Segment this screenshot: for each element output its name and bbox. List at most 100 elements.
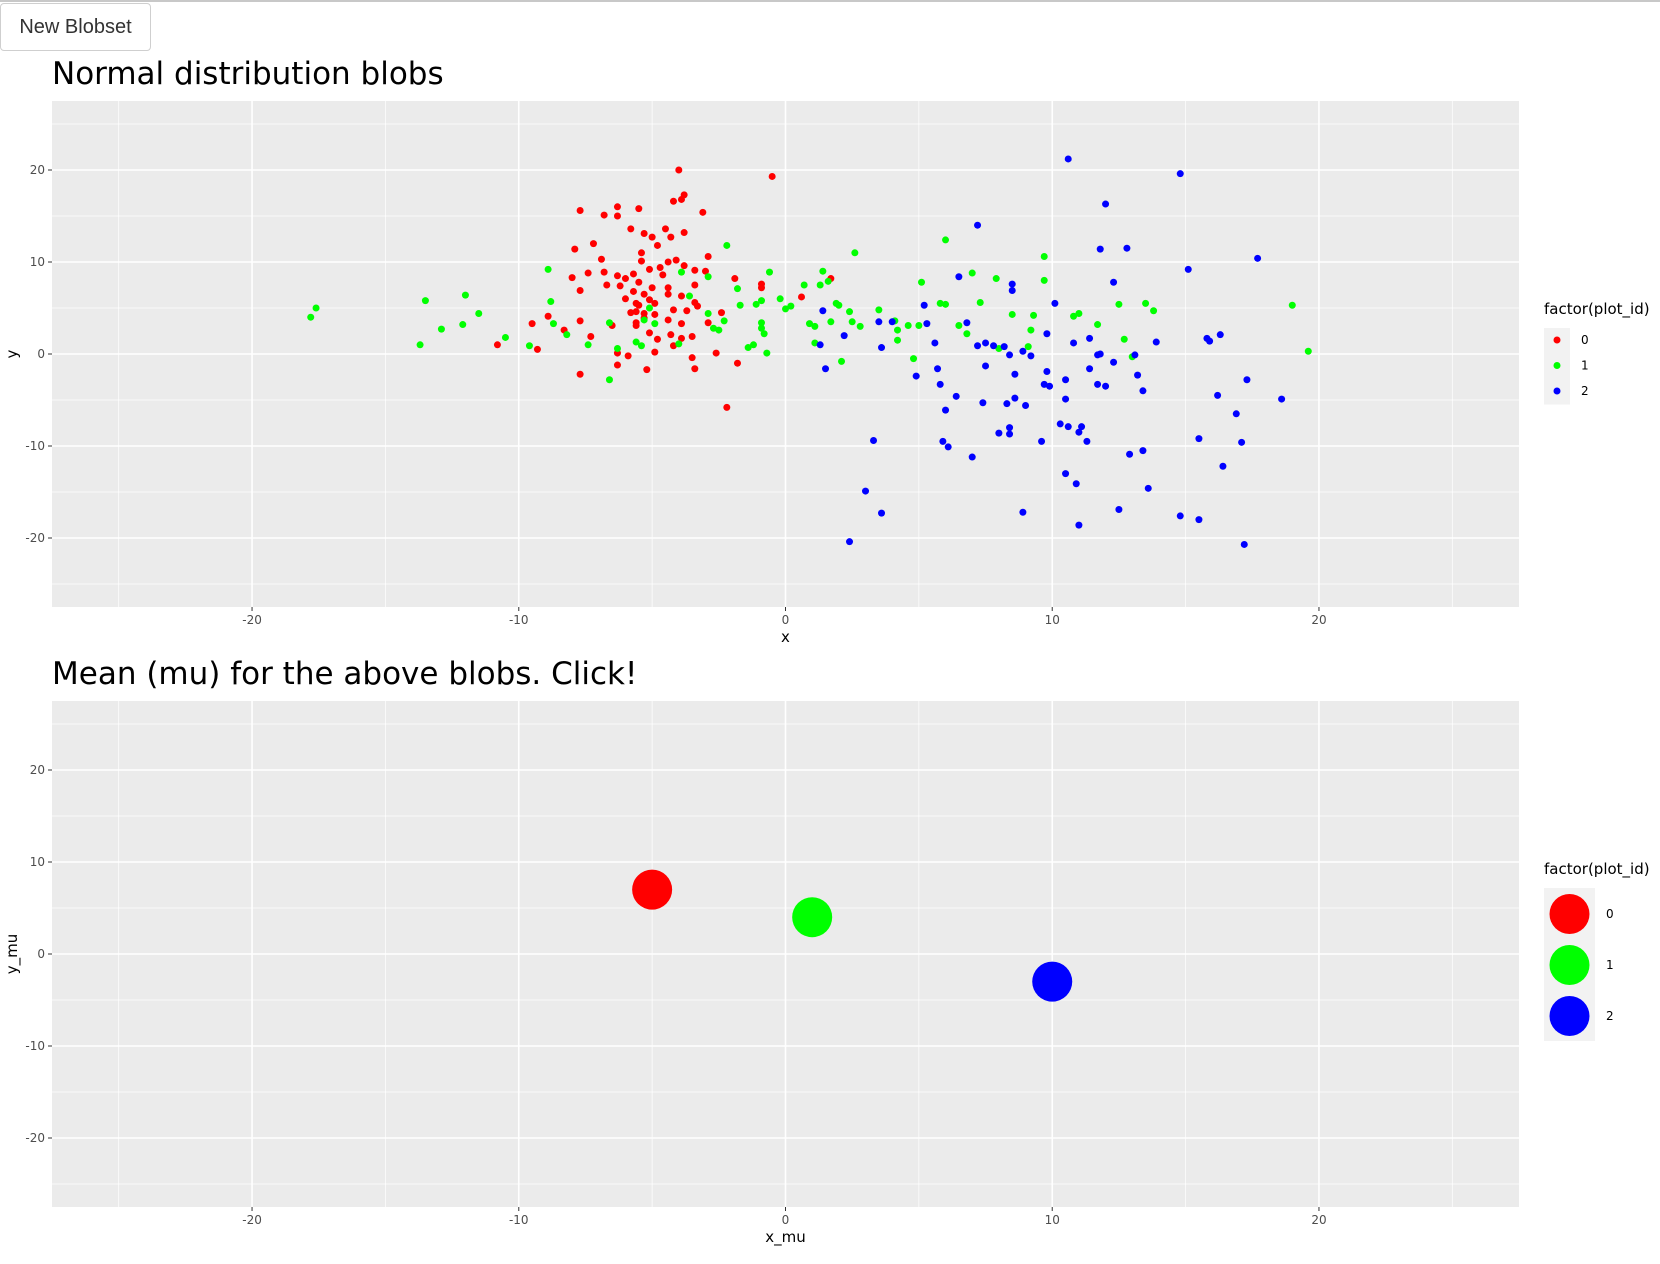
blob-point-series-1: [936, 299, 944, 307]
blob-point-series-0: [677, 195, 685, 203]
y-tick-label: 20: [30, 763, 45, 777]
blob-point-series-2: [1038, 437, 1046, 445]
blob-point-series-1: [675, 340, 683, 348]
blob-point-series-1: [723, 241, 731, 249]
blob-point-series-1: [1304, 347, 1312, 355]
blobs-scatter-plot: -20 -10 0 10 20 -20 -10 0 10 20 x y factor(plot_id) 0…: [3, 101, 1650, 646]
mean-point-series-1[interactable]: [792, 897, 833, 938]
blob-point-series-2: [1056, 420, 1064, 428]
mean-point-series-0[interactable]: [632, 869, 673, 910]
blob-point-series-0: [613, 361, 621, 369]
blob-point-series-2: [974, 342, 982, 350]
blob-point-series-2: [1008, 287, 1016, 295]
blob-point-series-2: [982, 339, 990, 347]
blob-point-series-1: [307, 313, 315, 321]
blob-point-series-2: [1115, 505, 1123, 513]
blob-point-series-0: [600, 211, 608, 219]
blob-point-series-2: [1216, 331, 1224, 339]
blob-point-series-0: [677, 292, 685, 300]
blob-point-series-0: [493, 341, 501, 349]
blob-point-series-2: [912, 372, 920, 380]
blob-point-series-2: [1102, 382, 1110, 390]
blob-point-series-0: [587, 333, 595, 341]
blob-point-series-0: [653, 335, 661, 343]
x-axis-title: x_mu: [765, 1228, 806, 1247]
x-tick-label: -10: [509, 613, 529, 627]
blob-point-series-2: [1219, 462, 1227, 470]
blob-point-series-1: [995, 344, 1003, 352]
blob-point-series-0: [576, 317, 584, 325]
blob-point-series-0: [667, 233, 675, 241]
blob-point-series-2: [1040, 380, 1048, 388]
blob-point-series-0: [675, 166, 683, 174]
blob-point-series-0: [643, 366, 651, 374]
blob-point-series-0: [613, 203, 621, 211]
blob-point-series-1: [827, 318, 835, 326]
y-tick-label: 0: [37, 347, 45, 361]
blob-point-series-1: [437, 325, 445, 333]
blob-point-series-0: [659, 271, 667, 279]
means-scatter-plot[interactable]: -20 -10 0 10 20-20-1001020x_muy_mufactor(plo…: [0, 695, 1660, 1264]
y-axis-title: y: [3, 349, 21, 358]
blob-point-series-1: [1115, 300, 1123, 308]
blob-point-series-0: [680, 229, 688, 237]
blob-point-series-0: [664, 316, 672, 324]
blob-point-series-2: [1062, 470, 1070, 478]
blob-point-series-1: [915, 321, 923, 329]
blob-point-series-1: [525, 342, 533, 350]
blob-point-series-0: [597, 255, 605, 263]
blob-point-series-1: [709, 324, 717, 332]
blob-point-series-0: [680, 262, 688, 270]
blob-point-series-2: [840, 332, 848, 340]
x-tick-label: 10: [1045, 1213, 1060, 1227]
y-axis-title: y_mu: [3, 934, 22, 975]
chart-title-means: Mean (mu) for the above blobs. Click!: [52, 656, 638, 692]
blob-point-series-1: [651, 320, 659, 328]
blob-point-series-0: [624, 352, 632, 360]
blob-point-series-1: [968, 269, 976, 277]
mean-point-series-2[interactable]: [1032, 961, 1073, 1002]
blob-point-series-0: [616, 282, 624, 290]
blob-point-series-0: [717, 309, 725, 317]
blob-point-series-1: [1094, 321, 1102, 329]
blob-point-series-0: [704, 319, 712, 327]
x-tick-label: -20: [242, 1213, 262, 1227]
blob-point-series-1: [811, 322, 819, 330]
blob-point-series-0: [637, 249, 645, 257]
blob-point-series-1: [963, 330, 971, 338]
blob-point-series-1: [715, 326, 723, 334]
x-tick-label: -10: [509, 1213, 529, 1227]
blob-point-series-2: [968, 453, 976, 461]
blob-point-series-0: [688, 333, 696, 341]
blob-point-series-0: [533, 345, 541, 353]
y-tick-label: -10: [25, 439, 45, 453]
blob-point-series-1: [752, 300, 760, 308]
blob-point-series-2: [1126, 450, 1134, 458]
blob-point-series-0: [693, 302, 701, 310]
blob-point-series-0: [637, 257, 645, 265]
blob-point-series-2: [1214, 391, 1222, 399]
blob-point-series-1: [544, 265, 552, 273]
new-blobset-button[interactable]: New Blobset: [0, 3, 151, 51]
blob-point-series-1: [677, 268, 685, 276]
blob-point-series-1: [704, 310, 712, 318]
blob-point-series-0: [664, 290, 672, 298]
blob-point-series-1: [838, 357, 846, 365]
blob-point-series-1: [736, 301, 744, 309]
blob-point-series-1: [763, 349, 771, 357]
blob-point-series-0: [621, 275, 629, 283]
blob-point-series-0: [669, 306, 677, 314]
blob-point-series-2: [1086, 334, 1094, 342]
blob-point-series-1: [1024, 343, 1032, 351]
blob-point-series-1: [824, 277, 832, 285]
blob-point-series-0: [568, 274, 576, 282]
blob-point-series-1: [851, 249, 859, 257]
blob-point-series-1: [1027, 326, 1035, 334]
blob-point-series-1: [685, 292, 693, 300]
blob-point-series-0: [699, 208, 707, 216]
blob-point-series-2: [974, 221, 982, 229]
x-tick-label: 20: [1311, 1213, 1326, 1227]
blob-point-series-0: [613, 212, 621, 220]
blob-point-series-2: [1134, 371, 1142, 379]
blob-point-series-0: [667, 331, 675, 339]
